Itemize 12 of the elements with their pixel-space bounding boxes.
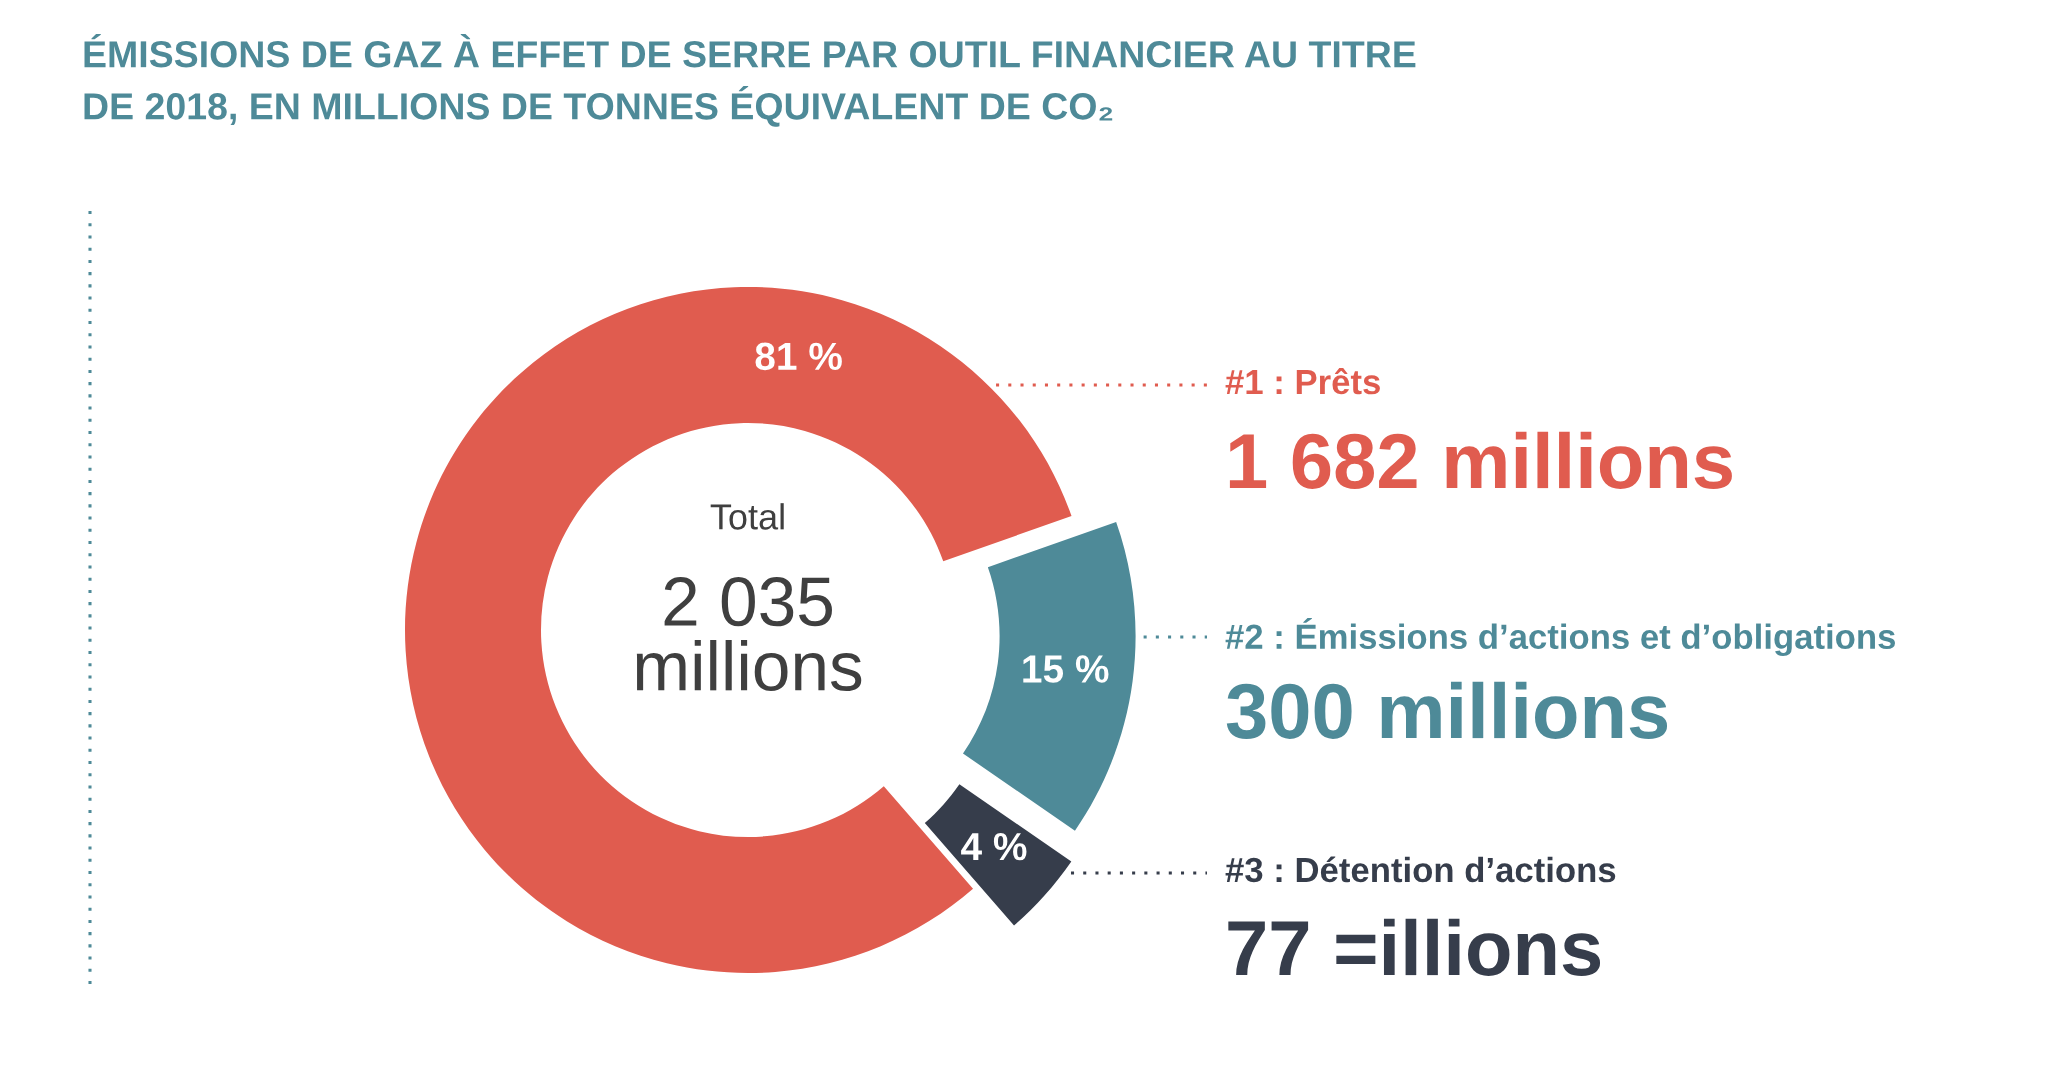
- text: Total: [710, 503, 784, 530]
- legend-label: #3 : Détention d’actions: [1225, 856, 1616, 883]
- slice-label: #1 : Prêts: [1225, 368, 1380, 395]
- text: 300 millions: [1226, 681, 1668, 739]
- data-label: 4 %: [961, 832, 1027, 861]
- text: 77 =illions: [1228, 918, 1601, 976]
- data-label: 81 %: [755, 342, 842, 371]
- legend-label: #2 : Émissions d’actions et d’obligations: [1225, 617, 1895, 657]
- text: 2 035 millions: [636, 577, 862, 692]
- data-label: 15 %: [1023, 655, 1109, 683]
- chart-title: ÉMISSIONS DE GAZ À EFFET DE SERRE PAR OUTIL FINANCIER AU TITRE DE 2018, EN MILLIONS DE TONNES ÉQUIVALENT DE CO₂: [84, 33, 1416, 127]
- text: 1 682 millions: [1229, 431, 1732, 489]
